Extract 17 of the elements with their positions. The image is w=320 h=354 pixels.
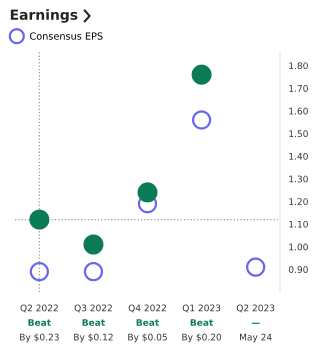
x-tick-label: Q3 2022 Beat By $0.12 xyxy=(74,304,113,342)
x-tick-label: Q4 2022 Beat By $0.05 xyxy=(128,304,167,342)
x-tick-label: Q2 2022 Beat By $0.23 xyxy=(20,304,59,342)
x-tick-label: Q2 2023 — May 24 xyxy=(236,304,274,342)
y-tick-label: 1.00 xyxy=(289,243,308,250)
y-tick-label: 0.90 xyxy=(288,266,308,273)
chart-title: Earnings xyxy=(10,9,78,23)
y-tick-label: 1.40 xyxy=(289,152,308,160)
y-tick-label: 1.60 xyxy=(289,108,308,114)
legend-label: Consensus EPS xyxy=(30,32,103,40)
y-tick-label: 1.80 xyxy=(289,62,308,70)
y-tick-label: 1.30 xyxy=(289,176,308,182)
y-tick-label: 1.50 xyxy=(289,130,308,138)
y-tick-label: 1.10 xyxy=(289,220,308,228)
y-tick-label: 1.70 xyxy=(289,84,308,92)
x-tick-label: Q1 2023 Beat By $0.20 xyxy=(182,304,222,342)
y-tick-label: 1.20 xyxy=(289,198,308,206)
